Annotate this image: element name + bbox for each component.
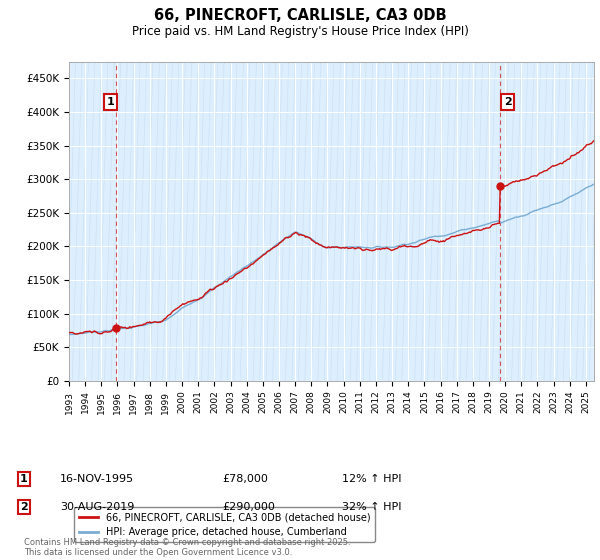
Text: 1: 1 [20, 474, 28, 484]
Text: 32% ↑ HPI: 32% ↑ HPI [342, 502, 401, 512]
Text: £78,000: £78,000 [222, 474, 268, 484]
Text: 16-NOV-1995: 16-NOV-1995 [60, 474, 134, 484]
Text: 12% ↑ HPI: 12% ↑ HPI [342, 474, 401, 484]
Text: 66, PINECROFT, CARLISLE, CA3 0DB: 66, PINECROFT, CARLISLE, CA3 0DB [154, 8, 446, 24]
Text: £290,000: £290,000 [222, 502, 275, 512]
Text: 2: 2 [20, 502, 28, 512]
Text: Price paid vs. HM Land Registry's House Price Index (HPI): Price paid vs. HM Land Registry's House … [131, 25, 469, 38]
Text: 1: 1 [107, 97, 115, 107]
Legend: 66, PINECROFT, CARLISLE, CA3 0DB (detached house), HPI: Average price, detached : 66, PINECROFT, CARLISLE, CA3 0DB (detach… [74, 507, 376, 542]
Text: 2: 2 [504, 97, 512, 107]
Text: 30-AUG-2019: 30-AUG-2019 [60, 502, 134, 512]
Text: Contains HM Land Registry data © Crown copyright and database right 2025.
This d: Contains HM Land Registry data © Crown c… [24, 538, 350, 557]
